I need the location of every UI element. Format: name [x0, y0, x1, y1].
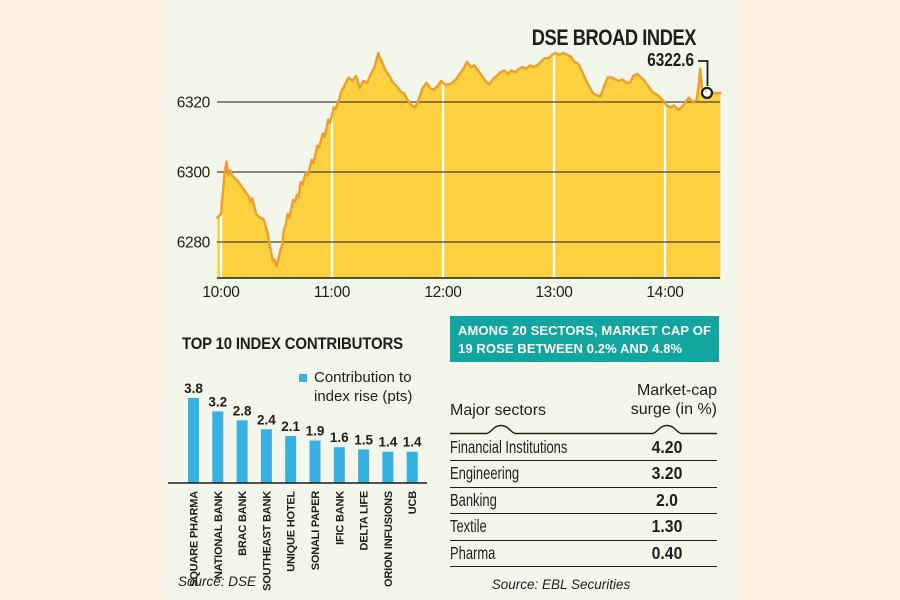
sector-value: 2.0 — [656, 489, 678, 510]
x-tick-label: 13:00 — [535, 284, 573, 301]
sector-name: Financial Institutions — [450, 436, 568, 457]
sector-name: Banking — [450, 489, 497, 510]
table-row: Banking 2.0 — [450, 488, 717, 515]
bar-category-label: SOUTHEAST BANK — [261, 491, 273, 591]
header-major-sectors: Major sectors — [450, 402, 547, 420]
bar — [260, 429, 272, 483]
legend-line-1: Contribution to — [314, 369, 412, 386]
sector-name: Engineering — [450, 463, 520, 484]
bar — [358, 449, 370, 483]
sector-value: 0.40 — [651, 542, 683, 563]
bar-value-label: 2.1 — [281, 419, 300, 434]
bar-category-label: SQUARE PHARMA — [189, 491, 201, 587]
sector-banner: AMONG 20 SECTORS, MARKET CAP OF 19 ROSE … — [450, 316, 719, 362]
sector-value: 3.20 — [651, 463, 683, 484]
bar — [309, 440, 321, 483]
header-market-cap-line1: Market-cap — [636, 382, 717, 400]
sector-name: Textile — [450, 516, 487, 537]
sector-name: Pharma — [450, 542, 496, 563]
bar-value-label: 1.4 — [403, 435, 422, 450]
legend-line-2: index rise (pts) — [314, 387, 413, 405]
bar — [212, 411, 224, 483]
end-marker-dot — [700, 86, 714, 100]
bar-value-label: 3.2 — [208, 394, 227, 409]
x-tick-label: 10:00 — [202, 284, 240, 301]
bar-value-label: 2.8 — [233, 403, 252, 418]
bar-value-label: 3.8 — [184, 381, 203, 396]
bar — [236, 420, 248, 483]
index-chart-title: DSE BROAD INDEX — [531, 25, 697, 50]
legend-swatch-icon — [299, 374, 307, 382]
bar — [406, 451, 418, 483]
bar-category-label: SONALI PAPER — [310, 491, 322, 571]
bar-value-label: 1.6 — [330, 430, 349, 445]
sector-table: Major sectors Market-cap surge (in %) Fi… — [450, 374, 717, 592]
y-tick-label: 6300 — [177, 165, 211, 182]
bar-category-label: DELTA LIFE — [359, 491, 371, 551]
source-ebl: Source: EBL Securities — [491, 576, 631, 592]
bar-category-label: NATIONAL BANK — [213, 491, 225, 579]
bar — [382, 451, 394, 483]
index-end-value-label: 6322.6 — [647, 50, 694, 70]
bar-value-label: 1.9 — [306, 423, 325, 438]
x-tick-label: 14:00 — [646, 284, 684, 301]
bar — [333, 447, 345, 483]
header-market-cap-line2: surge (in %) — [630, 401, 717, 419]
table-row: Financial Institutions 4.20 — [450, 435, 717, 462]
header-market-cap: Market-cap surge (in %) — [631, 382, 717, 420]
index-area-fill — [217, 53, 721, 278]
table-row: Engineering 3.20 — [450, 461, 717, 488]
bar-category-label: ORION INFUSIONS — [383, 491, 395, 587]
bar — [188, 397, 199, 483]
bar-category-label: BRAC BANK — [237, 491, 249, 556]
table-header-rule — [450, 424, 717, 435]
y-tick-label: 6320 — [177, 95, 211, 112]
legend-label: Contribution to index rise (pts) — [314, 369, 412, 407]
bar — [285, 436, 297, 483]
index-line — [216, 51, 722, 268]
x-tick-label: 11:00 — [314, 284, 351, 301]
bar-value-label: 2.4 — [257, 412, 276, 427]
table-row: Pharma 0.40 — [450, 541, 717, 567]
sector-value: 1.30 — [651, 516, 683, 537]
sector-rows: Financial Institutions 4.20 Engineering 3.2… — [450, 435, 717, 567]
sector-value: 4.20 — [651, 436, 683, 457]
contributors-chart-title: TOP 10 INDEX CONTRIBUTORS — [182, 334, 403, 353]
y-tick-label: 6280 — [177, 235, 211, 252]
end-marker-connector — [698, 60, 709, 86]
contributors-legend: Contribution to index rise (pts) — [299, 369, 412, 407]
bar-value-label: 1.4 — [379, 435, 398, 450]
sector-table-header: Major sectors Market-cap surge (in %) — [450, 374, 717, 422]
bar-category-label: UNIQUE HOTEL — [286, 491, 298, 572]
x-tick-label: 12:00 — [424, 284, 462, 301]
bar-value-label: 1.5 — [354, 432, 373, 447]
table-row: Textile 1.30 — [450, 514, 717, 541]
source-dse: Source: DSE — [178, 574, 257, 589]
bar-category-label: IFIC BANK — [334, 491, 346, 545]
bar-category-label: UCB — [407, 491, 419, 514]
